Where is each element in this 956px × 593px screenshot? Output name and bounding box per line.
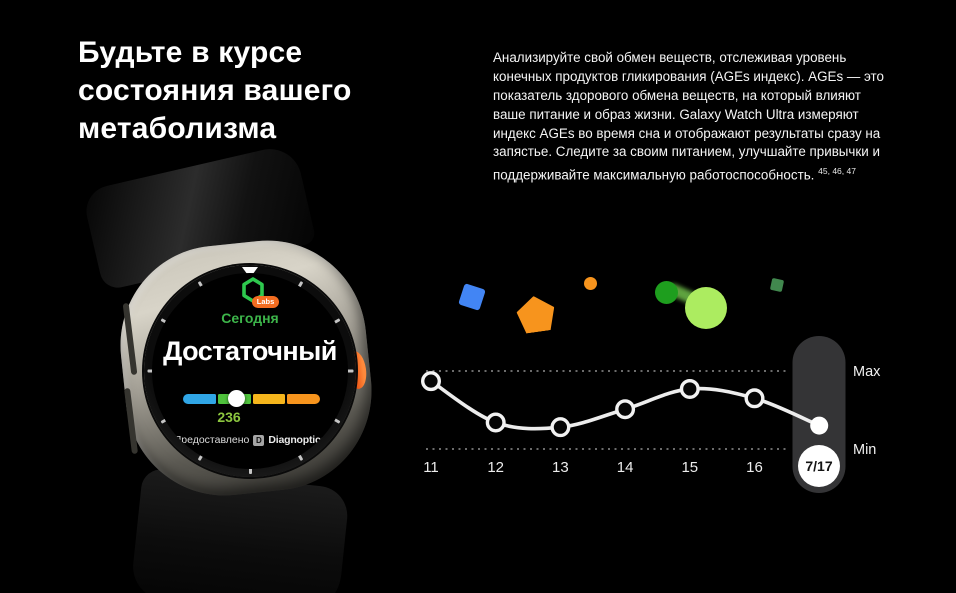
provider-credit: Предоставлено D Diagnoptics — [152, 434, 348, 446]
deco-light-green-circle — [685, 287, 727, 329]
deco-green-square — [769, 277, 785, 293]
scale-segment-yellow — [252, 394, 286, 404]
provider-prefix: Предоставлено — [173, 434, 250, 446]
svg-text:12: 12 — [487, 459, 504, 476]
deco-orange-dot — [584, 277, 597, 290]
page-title-line2: состояния вашего — [78, 74, 352, 107]
intro-paragraph: Анализируйте свой обмен веществ, отслежи… — [493, 49, 895, 185]
deco-blue-square — [458, 283, 486, 311]
scale-segment-blue — [183, 394, 216, 404]
scale-segment-orange — [287, 394, 320, 404]
svg-text:15: 15 — [681, 459, 698, 476]
provider-name: Diagnoptics — [268, 434, 327, 446]
intro-text: Анализируйте свой обмен веществ, отслежи… — [493, 50, 884, 183]
svg-text:7/17: 7/17 — [805, 458, 832, 474]
labs-badge: Labs — [252, 296, 279, 308]
page-title: Будьте в курсе состояния вашего метаболи… — [78, 34, 438, 148]
ages-value: 236 — [217, 409, 241, 425]
ages-trend-chart: 7/17 11 12 13 14 15 16 Max Min — [410, 332, 905, 507]
svg-text:16: 16 — [746, 459, 763, 476]
bezel-triangle-marker-icon — [242, 267, 258, 278]
diagnoptics-logo-icon: D — [253, 434, 265, 446]
page-title-line3: метаболизма — [78, 112, 277, 145]
svg-text:Min: Min — [853, 442, 876, 458]
scale-indicator-dot — [228, 390, 245, 407]
today-label: Сегодня — [221, 310, 279, 326]
svg-text:13: 13 — [552, 459, 569, 476]
page-title-line1: Будьте в курсе — [78, 36, 303, 69]
ages-scale-bar — [183, 394, 320, 404]
ages-status-text: Достаточный — [163, 336, 337, 366]
svg-text:Max: Max — [853, 364, 881, 380]
watch-screen: Labs Сегодня Достаточный 236 Предоставле… — [152, 273, 348, 469]
svg-text:14: 14 — [617, 459, 634, 476]
footnote-references: 45, 46, 47 — [818, 166, 856, 177]
svg-text:11: 11 — [423, 459, 439, 476]
deco-dark-green-circle — [655, 281, 678, 304]
deco-orange-pentagon — [515, 294, 558, 335]
